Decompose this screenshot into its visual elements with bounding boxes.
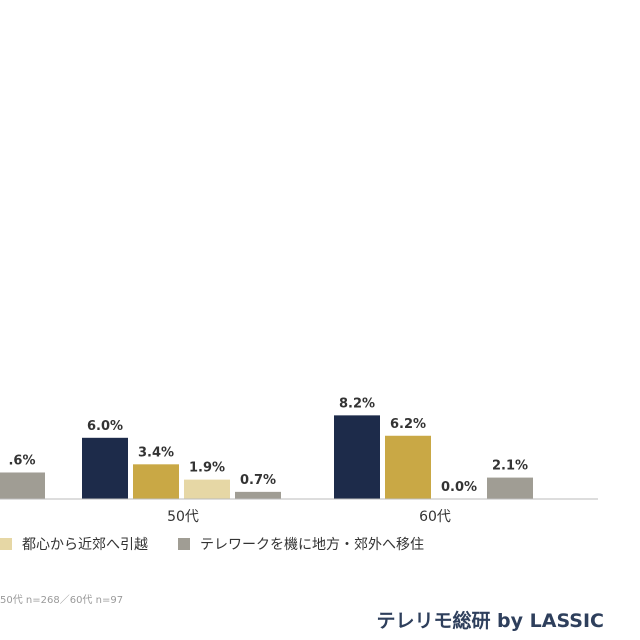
- legend-label-suburb-move: 都心から近郊へ引越: [22, 537, 148, 553]
- bar-1-1: [133, 464, 179, 499]
- bar-2-1: [385, 435, 431, 499]
- bars-layer: [0, 415, 533, 499]
- bar-value-label-1-0: 6.0%: [87, 419, 123, 434]
- legend-swatch-telework-relocation: [178, 538, 190, 550]
- bar-2-3: [487, 477, 533, 499]
- bar-value-label-2-0: 8.2%: [339, 396, 375, 411]
- bar-value-label-1-3: 0.7%: [240, 473, 276, 488]
- bar-0-3: [0, 472, 45, 499]
- bar-1-2: [184, 479, 230, 499]
- legend: 都心から近郊へ引越 テレワークを機に地方・郊外へ移住: [0, 533, 454, 555]
- bar-value-label-2-2: 0.0%: [441, 480, 477, 495]
- legend-item-telework-relocation: テレワークを機に地方・郊外へ移住: [178, 534, 424, 554]
- bar-1-3: [235, 491, 281, 499]
- legend-swatch-suburb-move: [0, 538, 12, 550]
- bar-value-label-1-2: 1.9%: [189, 461, 225, 476]
- category-label-2: 60代: [419, 509, 451, 525]
- bar-value-label-2-3: 2.1%: [492, 459, 528, 474]
- bar-value-label-0-3: .6%: [8, 453, 35, 468]
- bar-2-0: [334, 415, 380, 499]
- legend-label-telework-relocation: テレワークを機に地方・郊外へ移住: [200, 537, 424, 553]
- category-label-1: 50代: [167, 509, 199, 525]
- bar-value-label-2-1: 6.2%: [390, 417, 426, 432]
- legend-item-suburb-move: 都心から近郊へ引越: [0, 534, 148, 554]
- bar-value-label-1-1: 3.4%: [138, 445, 174, 460]
- sample-size-note: 50代 n=268／60代 n=97: [0, 595, 124, 606]
- bar-1-0: [82, 437, 128, 499]
- labels-layer: .6% 6.0% 3.4% 1.9% 0.7% 50代 8.2% 6.2% 0.0% 2.1% 60…: [8, 396, 528, 525]
- brand-logo-text: テレリモ総研 by LASSIC: [376, 610, 604, 632]
